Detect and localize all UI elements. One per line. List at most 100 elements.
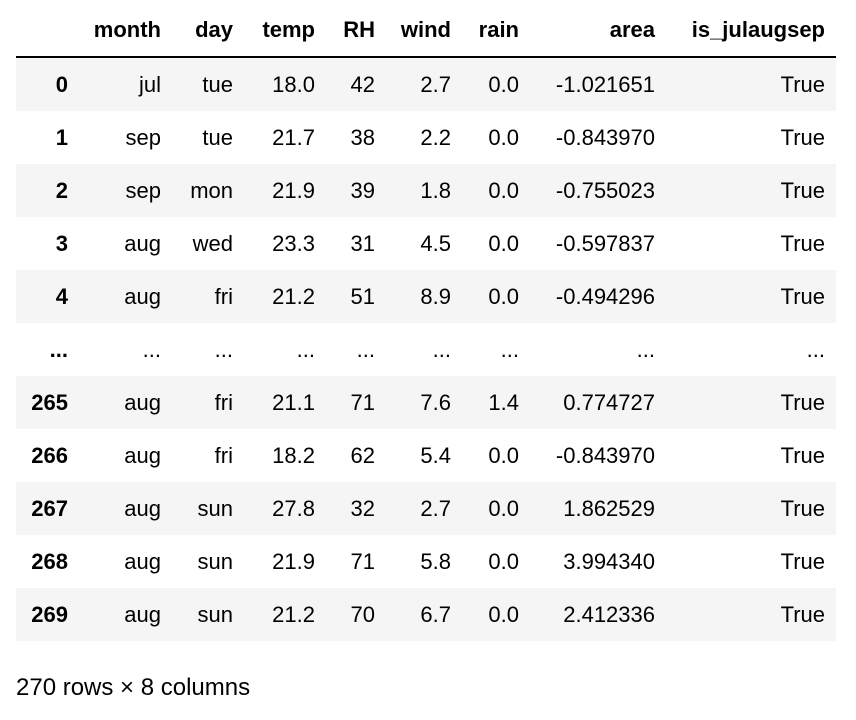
cell-temp: 21.2 (272, 283, 315, 309)
cell-is-julaugsep: True (780, 495, 825, 521)
column-header-area: area (530, 4, 666, 58)
row-index: 265 (31, 389, 68, 415)
cell-temp: 21.9 (272, 548, 315, 574)
cell-is-julaugsep: True (780, 283, 825, 309)
table-row: 3 aug wed 23.3 31 4.5 0.0 -0.597837 True (16, 217, 836, 270)
cell-rh: ... (356, 336, 375, 362)
cell-day: mon (190, 177, 233, 203)
cell-is-julaugsep: True (780, 71, 825, 97)
row-index: 268 (31, 548, 68, 574)
cell-is-julaugsep: True (780, 124, 825, 150)
cell-rain: ... (500, 336, 519, 362)
cell-wind: ... (432, 336, 451, 362)
cell-rh: 39 (350, 177, 375, 203)
cell-temp: ... (296, 336, 315, 362)
cell-area: 0.774727 (563, 389, 655, 415)
table-row: 267 aug sun 27.8 32 2.7 0.0 1.862529 True (16, 482, 836, 535)
cell-day: wed (192, 230, 233, 256)
cell-area: 3.994340 (563, 548, 655, 574)
cell-area: 1.862529 (563, 495, 655, 521)
cell-rh: 32 (350, 495, 375, 521)
cell-rain: 0.0 (488, 283, 519, 309)
table-row: 4 aug fri 21.2 51 8.9 0.0 -0.494296 True (16, 270, 836, 323)
cell-day: fri (214, 283, 233, 309)
cell-wind: 2.2 (420, 124, 451, 150)
column-header-day: day (172, 4, 244, 58)
cell-area: -1.021651 (555, 71, 655, 97)
cell-day: fri (214, 442, 233, 468)
cell-wind: 1.8 (420, 177, 451, 203)
cell-wind: 7.6 (420, 389, 451, 415)
cell-rh: 70 (350, 601, 375, 627)
cell-is-julaugsep: True (780, 601, 825, 627)
cell-day: tue (202, 71, 233, 97)
column-header-temp: temp (244, 4, 326, 58)
table-header: month day temp RH wind rain area is_julaugsep (16, 4, 836, 58)
row-index: 266 (31, 442, 68, 468)
cell-area: ... (636, 336, 655, 362)
cell-area: 2.412336 (563, 601, 655, 627)
column-header-rain: rain (462, 4, 530, 58)
cell-wind: 2.7 (420, 495, 451, 521)
column-header-month: month (82, 4, 172, 58)
cell-month: aug (124, 548, 161, 574)
cell-day: ... (214, 336, 233, 362)
cell-wind: 4.5 (420, 230, 451, 256)
cell-rain: 0.0 (488, 71, 519, 97)
cell-temp: 23.3 (272, 230, 315, 256)
cell-month: aug (124, 230, 161, 256)
row-index: 3 (55, 230, 68, 256)
cell-temp: 27.8 (272, 495, 315, 521)
cell-rh: 38 (350, 124, 375, 150)
cell-month: sep (125, 177, 161, 203)
row-index: 267 (31, 495, 68, 521)
cell-is-julaugsep: True (780, 177, 825, 203)
cell-month: aug (124, 601, 161, 627)
cell-rh: 31 (350, 230, 375, 256)
cell-is-julaugsep: True (780, 389, 825, 415)
cell-day: tue (202, 124, 233, 150)
cell-rain: 0.0 (488, 230, 519, 256)
cell-rh: 42 (350, 71, 375, 97)
table-body: 0 jul tue 18.0 42 2.7 0.0 -1.021651 True 1 sep tue 2… (16, 57, 836, 641)
cell-rain: 0.0 (488, 124, 519, 150)
index-header (16, 4, 82, 58)
row-index: 4 (55, 283, 68, 309)
cell-rh: 71 (350, 389, 375, 415)
cell-temp: 21.9 (272, 177, 315, 203)
cell-is-julaugsep: True (780, 442, 825, 468)
row-index: ... (49, 336, 68, 362)
row-index: 2 (55, 177, 68, 203)
column-header-wind: wind (386, 4, 462, 58)
cell-rain: 1.4 (488, 389, 519, 415)
cell-wind: 5.4 (420, 442, 451, 468)
column-header-is-julaugsep: is_julaugsep (666, 4, 836, 58)
cell-day: sun (197, 548, 233, 574)
cell-is-julaugsep: ... (806, 336, 825, 362)
cell-area: -0.494296 (555, 283, 655, 309)
cell-month: aug (124, 283, 161, 309)
dataframe-table: month day temp RH wind rain area is_julaugsep 0… (16, 4, 836, 641)
cell-wind: 2.7 (420, 71, 451, 97)
shape-summary: 270 rows × 8 columns (16, 674, 251, 701)
cell-month: ... (142, 336, 161, 362)
table-row: 265 aug fri 21.1 71 7.6 1.4 0.774727 True (16, 376, 836, 429)
cell-area: -0.843970 (555, 124, 655, 150)
cell-day: sun (197, 495, 233, 521)
table-row: 0 jul tue 18.0 42 2.7 0.0 -1.021651 True (16, 57, 836, 111)
column-header-rh: RH (326, 4, 386, 58)
cell-rain: 0.0 (488, 177, 519, 203)
cell-rain: 0.0 (488, 548, 519, 574)
cell-wind: 5.8 (420, 548, 451, 574)
cell-temp: 21.7 (272, 124, 315, 150)
cell-rain: 0.0 (488, 495, 519, 521)
row-index: 1 (55, 124, 68, 150)
cell-month: aug (124, 389, 161, 415)
cell-temp: 18.2 (272, 442, 315, 468)
cell-temp: 21.2 (272, 601, 315, 627)
cell-rh: 71 (350, 548, 375, 574)
cell-temp: 18.0 (272, 71, 315, 97)
row-index: 269 (31, 601, 68, 627)
table-row: 266 aug fri 18.2 62 5.4 0.0 -0.843970 True (16, 429, 836, 482)
cell-temp: 21.1 (272, 389, 315, 415)
